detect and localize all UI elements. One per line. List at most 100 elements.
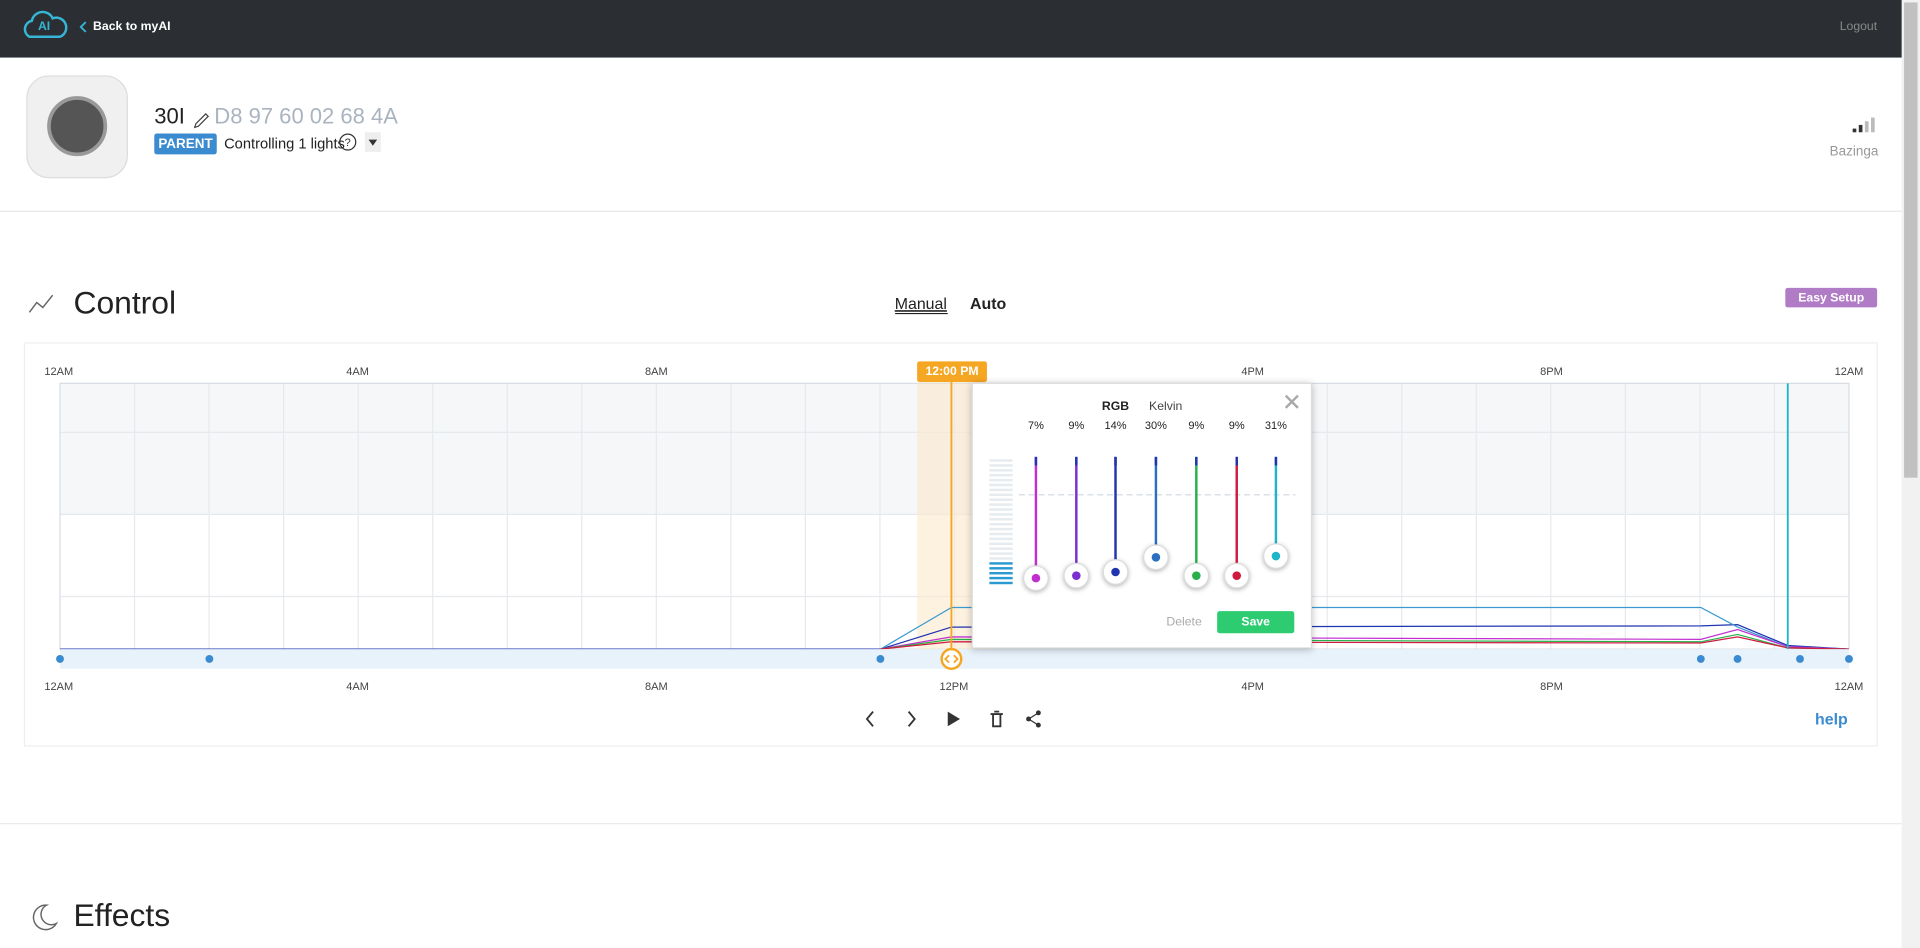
share-lines[interactable]	[1027, 712, 1039, 726]
back-link[interactable]: Back to myAI	[93, 19, 171, 33]
schedule-point[interactable]	[1845, 655, 1853, 663]
intensity-step	[989, 518, 1013, 521]
save-button[interactable]	[1217, 611, 1295, 634]
scroll-thumb[interactable]	[1904, 2, 1918, 478]
bottom-axis-label: 12AM	[1835, 681, 1864, 693]
intensity-step	[989, 488, 1013, 492]
close-popup[interactable]	[1284, 394, 1299, 409]
top-axis-label: 4PM	[1241, 366, 1264, 378]
intensity-step	[989, 571, 1013, 575]
intensity-step	[989, 552, 1013, 555]
schedule-point[interactable]	[56, 655, 64, 663]
slider-knob-dot[interactable]	[1271, 551, 1281, 561]
channel-value: 30%	[1145, 420, 1167, 432]
help-link[interactable]: help	[1815, 711, 1848, 728]
easy-setup-text[interactable]: Easy Setup	[1798, 290, 1864, 304]
rgb-tab[interactable]: RGB	[1102, 399, 1129, 413]
slider-knob-dot[interactable]	[1192, 571, 1201, 580]
signal-bar	[1871, 117, 1875, 133]
time-handle[interactable]	[940, 647, 963, 670]
intensity-step	[989, 562, 1013, 565]
intensity-step	[989, 464, 1013, 467]
control-icon	[28, 294, 54, 313]
back-arrow[interactable]	[79, 21, 87, 33]
channel-value: 9%	[1188, 420, 1204, 432]
dropdown-arrow[interactable]	[368, 139, 378, 146]
intensity-step	[989, 537, 1013, 541]
delete-button[interactable]	[990, 710, 1003, 728]
prev-button[interactable]	[865, 711, 874, 727]
manual-tab[interactable]: Manual	[895, 296, 947, 313]
bottom-axis-label: 4PM	[1241, 681, 1264, 693]
controlling: Controlling 1 lights	[224, 136, 345, 152]
save-text[interactable]: Save	[1241, 614, 1270, 628]
bottom-axis-label: 4AM	[346, 681, 369, 693]
intensity-step	[989, 478, 1013, 482]
parent-badge	[154, 133, 217, 155]
help-icon[interactable]: ?	[345, 137, 351, 149]
schedule-point[interactable]	[1733, 655, 1742, 663]
play-button[interactable]	[947, 711, 960, 727]
intensity-step	[989, 522, 1013, 526]
intensity-bars	[989, 459, 1013, 585]
signal-bar	[1852, 128, 1857, 133]
time-marker[interactable]	[917, 361, 987, 383]
parent-badge-text: PARENT	[158, 136, 213, 151]
signal-name: Bazinga	[1830, 143, 1879, 158]
slider-knob-dot[interactable]	[1111, 567, 1120, 577]
delete-point[interactable]: Delete	[1166, 614, 1202, 628]
channel-popup	[971, 382, 1313, 649]
schedule-point[interactable]	[1796, 655, 1804, 663]
logout[interactable]: Logout	[1840, 19, 1878, 33]
intensity-step	[989, 532, 1013, 536]
channel-line	[880, 628, 1850, 650]
handle-arrows	[944, 654, 959, 664]
effects-title: Effects	[73, 897, 170, 933]
intensity-step	[989, 547, 1013, 550]
bottom-axis-label: 8PM	[1540, 681, 1563, 693]
device-mac: D8 97 60 02 68 4A	[214, 103, 398, 128]
signal	[1852, 117, 1875, 133]
points	[56, 655, 1853, 663]
channel-value: 9%	[1068, 420, 1084, 432]
top-axis-label: 4AM	[346, 366, 369, 378]
intensity-step	[989, 503, 1013, 506]
top-axis-label: 8AM	[645, 366, 668, 378]
easy-setup[interactable]	[1785, 287, 1878, 308]
time-marker-text: 12:00 PM	[926, 364, 979, 378]
intensity-step	[989, 459, 1013, 462]
share-button[interactable]	[1026, 710, 1041, 728]
bottom-axis-label: 8AM	[645, 681, 668, 693]
channel-value: 7%	[1028, 420, 1044, 432]
help-circle[interactable]	[339, 133, 357, 151]
auto-tab[interactable]: Auto	[970, 296, 1006, 313]
schedule-point[interactable]	[1696, 655, 1705, 663]
channel-value: 31%	[1265, 420, 1287, 432]
logo[interactable]	[23, 10, 68, 38]
slider-knob-dot[interactable]	[1031, 573, 1041, 583]
schedule-point[interactable]	[876, 655, 885, 663]
intensity-step	[989, 527, 1013, 531]
kelvin-tab[interactable]: Kelvin	[1149, 399, 1183, 413]
logo-text: AI	[38, 19, 50, 33]
intensity-step	[989, 581, 1013, 585]
control-title: Control	[73, 284, 176, 320]
channel-value: 9%	[1229, 420, 1245, 432]
slider-knob-dot[interactable]	[1151, 553, 1161, 562]
schedule-point[interactable]	[205, 655, 214, 663]
intensity-step	[989, 498, 1013, 501]
top-axis-label: 12AM	[44, 366, 73, 378]
intensity-step	[989, 483, 1013, 487]
edit-icon[interactable]	[193, 113, 210, 129]
device-lens	[47, 96, 108, 157]
top-axis-label: 8PM	[1540, 366, 1563, 378]
channel-value: 14%	[1104, 420, 1126, 432]
next-button[interactable]	[907, 711, 916, 727]
slider-knob-dot[interactable]	[1072, 571, 1081, 580]
intensity-step	[989, 542, 1013, 546]
slider-knob-dot[interactable]	[1232, 571, 1242, 580]
device-name: 30I	[154, 103, 185, 128]
top-axis-label: 12AM	[1835, 366, 1864, 378]
